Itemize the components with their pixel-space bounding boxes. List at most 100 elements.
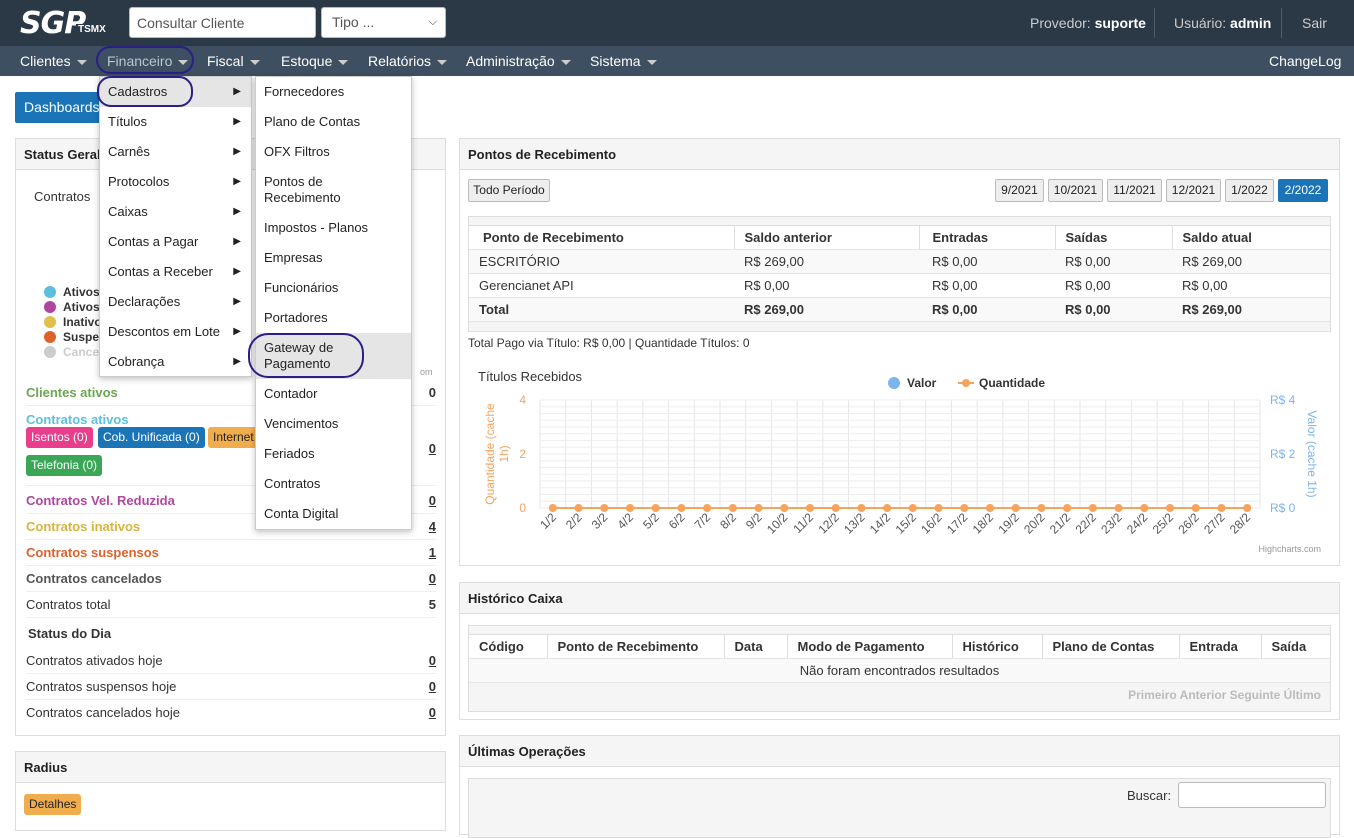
cadastros-menu-item[interactable]: OFX Filtros — [264, 144, 330, 159]
nav-clientes[interactable]: Clientes — [20, 46, 87, 76]
legend-marker — [888, 377, 900, 389]
cadastros-menu-item[interactable]: Impostos - Planos — [264, 220, 369, 235]
todo-periodo-button[interactable]: Todo Período — [468, 179, 550, 202]
tag-telefonia[interactable]: Telefonia (0) — [26, 455, 103, 476]
nav-estoque[interactable]: Estoque — [281, 46, 349, 76]
cadastros-menu-item[interactable]: Contratos — [264, 476, 321, 491]
tipo-select[interactable]: Tipo ... ⌵ — [321, 7, 446, 38]
cadastros-menu-item[interactable]: Fornecedores — [264, 84, 345, 99]
financeiro-menu-item[interactable]: Contas a Pagar ▶ — [100, 227, 251, 257]
cadastros-menu-item[interactable]: Portadores — [264, 310, 328, 325]
contratos-chart-title: Contratos — [34, 189, 91, 204]
cadastros-menu-item[interactable]: Feriados — [264, 446, 315, 461]
legend-label: Quantidade — [979, 376, 1045, 390]
x-tick-label: 10/2 — [764, 510, 791, 537]
x-tick-label: 21/2 — [1047, 510, 1074, 537]
period-button[interactable]: 10/2021 — [1048, 179, 1103, 202]
cadastros-menu-item[interactable]: Pontos de Recebimento — [264, 174, 341, 205]
legend-label[interactable]: Cance — [63, 345, 100, 359]
x-tick-label: 24/2 — [1124, 510, 1151, 537]
changelog-link[interactable]: ChangeLog — [1269, 53, 1342, 69]
cadastros-menu-item[interactable]: Vencimentos — [264, 416, 339, 431]
chevron-down-icon: ⌵ — [428, 16, 437, 28]
legend-label[interactable]: Suspe — [63, 330, 100, 344]
nav-sistema[interactable]: Sistema — [590, 46, 657, 76]
legend-marker — [44, 286, 56, 298]
vel-reduzida-row: Contratos Vel. Reduzida 0 — [26, 488, 436, 514]
x-tick-label: 13/2 — [841, 510, 868, 537]
cadastros-menu-item[interactable]: Gateway de Pagamento — [256, 333, 411, 379]
x-tick-label: 9/2 — [743, 510, 765, 532]
tag-isentos[interactable]: Isentos (0) — [26, 427, 93, 448]
legend-label[interactable]: Inativo — [63, 315, 102, 329]
ativados-hoje-row: Contratos ativados hoje 0 — [26, 648, 436, 674]
period-button[interactable]: 1/2022 — [1225, 179, 1274, 202]
panel-title: Pontos de Recebimento — [460, 139, 1339, 170]
highlight-ring — [97, 76, 193, 107]
cadastros-menu-item[interactable]: Empresas — [264, 250, 323, 265]
cadastros-menu-item[interactable]: Plano de Contas — [264, 114, 361, 129]
nav-administracao[interactable]: Administração — [466, 46, 571, 76]
x-tick-label: 14/2 — [867, 510, 894, 537]
period-button[interactable]: 12/2021 — [1166, 179, 1221, 202]
data-point — [600, 504, 609, 512]
financeiro-menu-item[interactable]: Cadastros ▶ — [100, 77, 251, 107]
detalhes-button[interactable]: Detalhes — [24, 794, 82, 815]
data-point — [986, 504, 994, 512]
financeiro-menu-item[interactable]: Caixas ▶ — [100, 197, 251, 227]
financeiro-menu-item[interactable]: Descontos em Lote ▶ — [100, 317, 251, 347]
financeiro-menu-item[interactable]: Declarações ▶ — [100, 287, 251, 317]
period-button-active[interactable]: 2/2022 — [1278, 179, 1328, 202]
legend-label[interactable]: Ativos — [63, 300, 100, 314]
period-button[interactable]: 11/2021 — [1107, 179, 1162, 202]
x-tick-label: 15/2 — [893, 510, 920, 537]
cadastros-menu-item[interactable]: Conta Digital — [264, 506, 339, 521]
chart-credit: om — [420, 367, 433, 377]
data-point — [960, 504, 969, 512]
total-pago-summary: Total Pago via Título: R$ 0,00 | Quantid… — [468, 336, 750, 350]
financeiro-menu-item[interactable]: Protocolos ▶ — [100, 167, 251, 197]
x-tick-label: 27/2 — [1201, 510, 1228, 537]
consultar-cliente-input[interactable] — [129, 7, 316, 38]
x-tick-label: 11/2 — [790, 510, 816, 536]
usuario-info: Usuário: admin — [1174, 15, 1272, 31]
logo[interactable]: SGP TSMX — [20, 6, 108, 41]
x-tick-label: 2/2 — [563, 510, 585, 532]
chevron-right-icon: ▶ — [233, 326, 241, 337]
nav-fiscal[interactable]: Fiscal — [207, 46, 260, 76]
financeiro-menu-item[interactable]: Carnês ▶ — [100, 137, 251, 167]
pontos-table: Ponto de Recebimento Saldo anterior Entr… — [469, 225, 1330, 322]
data-point — [1088, 504, 1097, 512]
data-point — [626, 504, 634, 512]
radius-panel: Radius Detalhes — [15, 751, 446, 831]
tag-cob-unificada[interactable]: Cob. Unificada (0) — [98, 427, 205, 448]
panel-title: Radius — [16, 752, 445, 783]
data-point — [754, 504, 763, 512]
x-tick-label: 25/2 — [1150, 510, 1177, 537]
data-point — [908, 504, 917, 512]
financeiro-menu-item[interactable]: Títulos ▶ — [100, 107, 251, 137]
period-button[interactable]: 9/2021 — [995, 179, 1044, 202]
buscar-input[interactable] — [1178, 782, 1326, 808]
y-tick-right: R$ 4 — [1270, 393, 1296, 407]
chevron-right-icon: ▶ — [233, 266, 241, 277]
highlight-ring — [248, 333, 364, 378]
sair-link[interactable]: Sair — [1302, 15, 1327, 31]
cadastros-menu-item[interactable]: Funcionários — [264, 280, 339, 295]
x-tick-label: 18/2 — [970, 510, 997, 537]
x-tick-label: 19/2 — [995, 510, 1022, 537]
chevron-right-icon: ▶ — [233, 236, 241, 247]
nav-relatorios[interactable]: Relatórios — [368, 46, 448, 76]
data-point — [1140, 504, 1149, 512]
cadastros-menu-item[interactable]: Contador — [264, 386, 318, 401]
x-tick-label: 22/2 — [1073, 510, 1100, 537]
financeiro-dropdown: Cadastros ▶ Títulos ▶ Carnês ▶ Protocolos ▶ Caix… — [99, 76, 252, 377]
pagination[interactable]: Primeiro Anterior Seguinte Último — [1128, 688, 1321, 702]
financeiro-menu-item[interactable]: Contas a Receber ▶ — [100, 257, 251, 287]
tag-internet[interactable]: Internet — [208, 427, 259, 448]
legend-label[interactable]: Ativos — [63, 285, 100, 299]
inativos-row: Contratos inativos 4 — [26, 514, 436, 540]
dashboards-button[interactable]: Dashboards — [15, 92, 101, 123]
financeiro-menu-item[interactable]: Cobrança ▶ — [100, 347, 251, 377]
status-dia-title: Status do Dia — [28, 626, 112, 641]
